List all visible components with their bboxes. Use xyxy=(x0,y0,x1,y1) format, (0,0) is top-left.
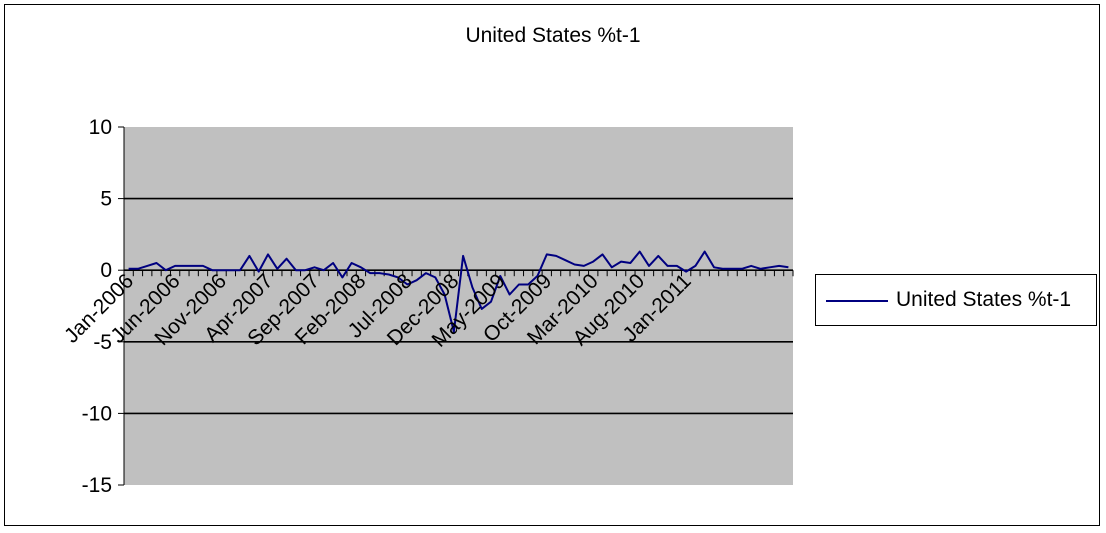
y-tick-label: 0 xyxy=(100,259,112,282)
legend-swatch xyxy=(826,300,888,302)
series-line-united-states xyxy=(128,250,789,333)
legend: United States %t-1 xyxy=(815,274,1097,326)
y-tick-label: -10 xyxy=(82,402,112,425)
y-tick-label: -5 xyxy=(93,331,112,354)
y-tick-label: -15 xyxy=(82,474,112,497)
legend-label: United States %t-1 xyxy=(896,288,1072,311)
chart-title: United States %t-1 xyxy=(465,24,641,47)
plot-area xyxy=(124,127,793,485)
y-tick-label: 5 xyxy=(100,188,112,211)
y-tick-label: 10 xyxy=(89,116,112,139)
